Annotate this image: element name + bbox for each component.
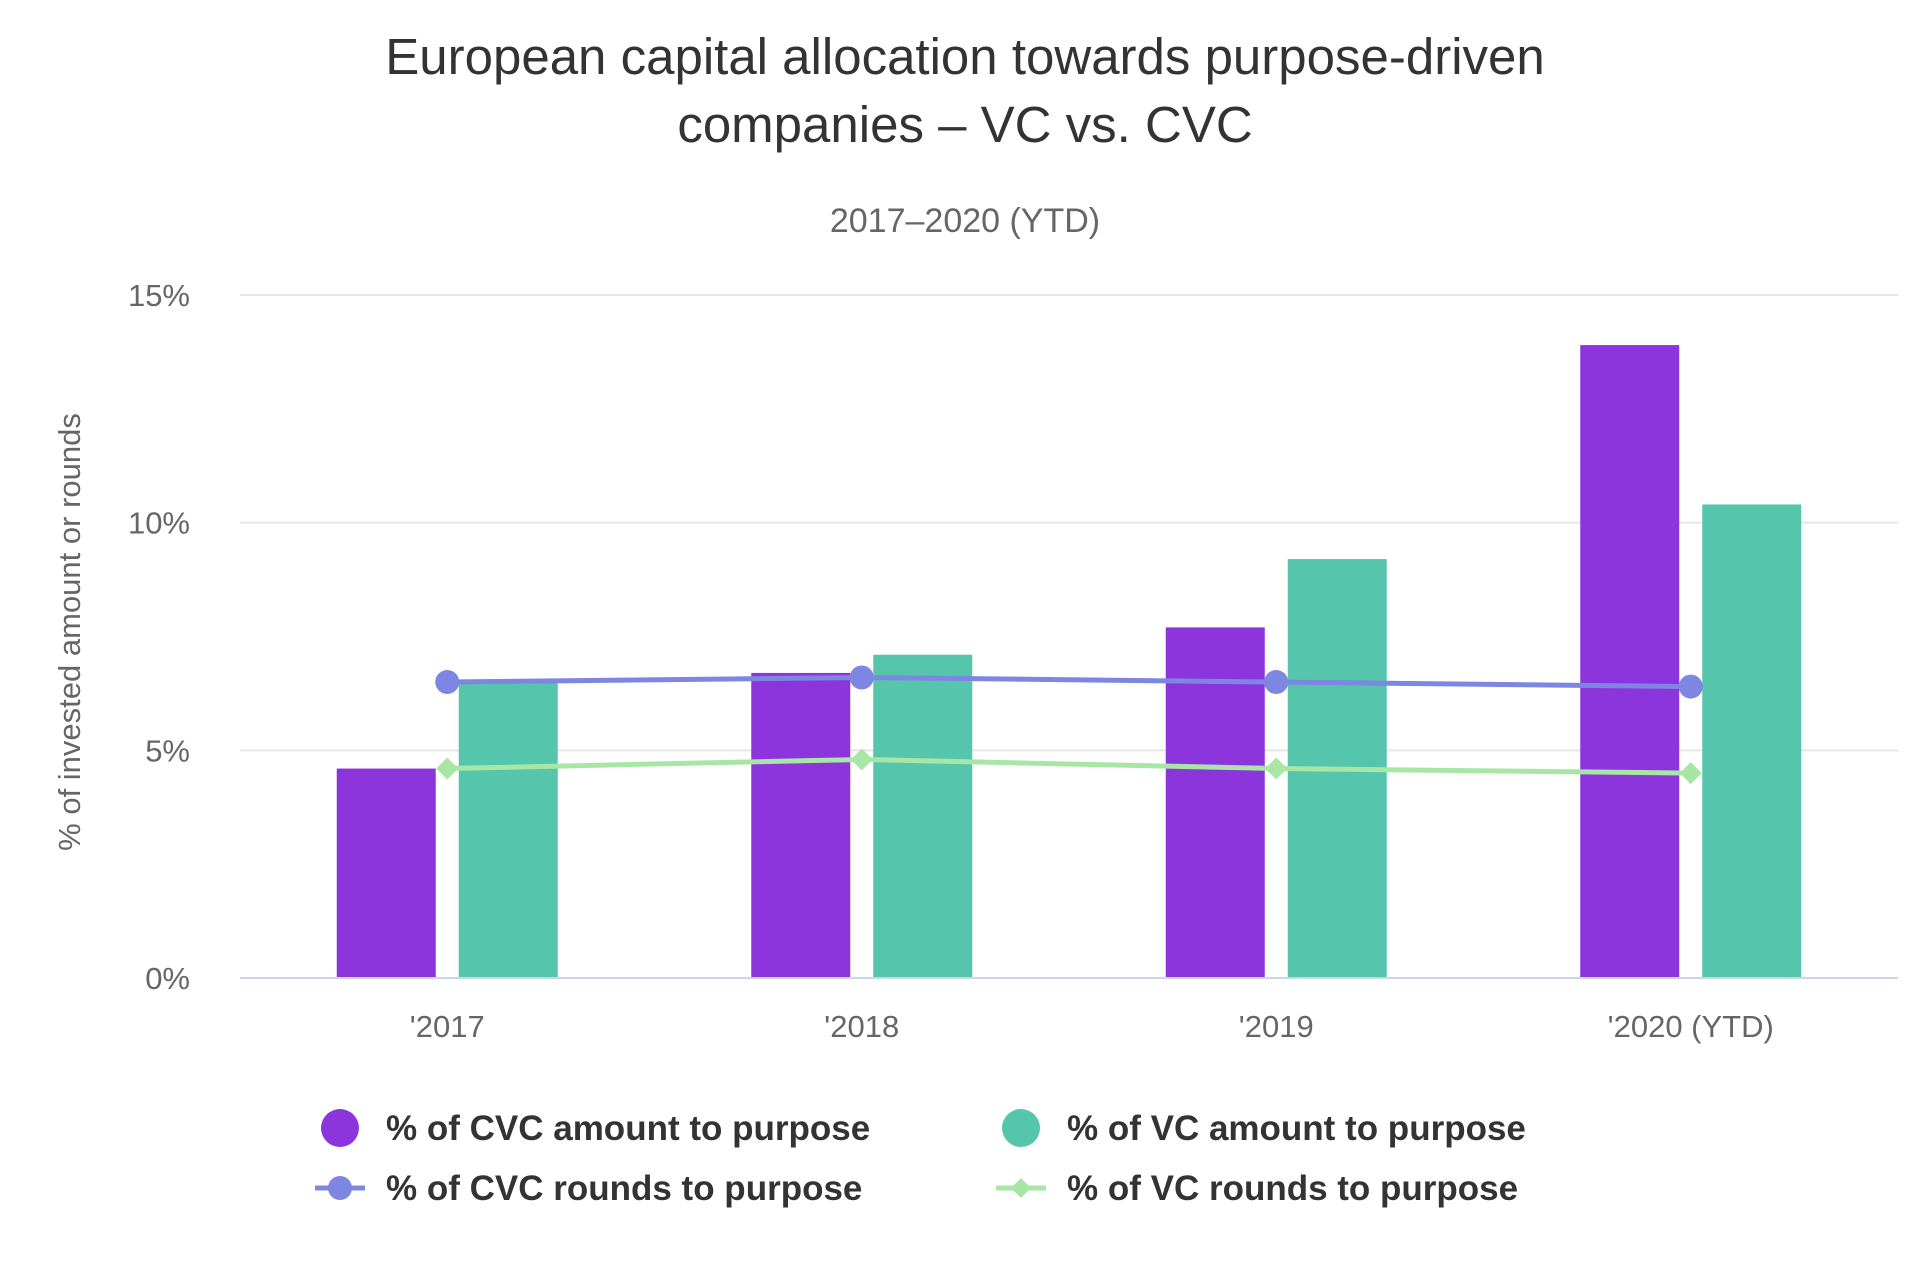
axis-ticks: 0% 5% 10% 15% '2017 '2018 '2019 '2020 (YTD) [128, 278, 1898, 1044]
bar-vc-amount [1702, 504, 1802, 978]
bar-cvc-amount [1165, 627, 1265, 978]
x-tick-label: '2017 [410, 1009, 485, 1044]
bars [336, 345, 1802, 978]
point-cvc-rounds [849, 665, 874, 690]
chart-title-line-2: companies – VC vs. CVC [677, 96, 1252, 153]
x-tick-label: '2018 [824, 1009, 899, 1044]
bar-cvc-amount [1580, 345, 1680, 978]
x-tick-label: '2020 (YTD) [1608, 1009, 1774, 1044]
y-tick-label: 15% [128, 278, 190, 313]
chart-title-line-1: European capital allocation towards purp… [385, 28, 1545, 85]
chart-subtitle: 2017–2020 (YTD) [830, 202, 1100, 240]
y-tick-label: 5% [145, 733, 190, 768]
point-vc-rounds [850, 748, 873, 771]
point-vc-rounds [436, 757, 459, 780]
legend-label: % of CVC amount to purpose [386, 1109, 870, 1148]
bar-cvc-amount [751, 672, 851, 978]
legend-label: % of CVC rounds to purpose [386, 1169, 862, 1208]
bar-vc-amount [873, 654, 973, 978]
series-line-cvc-rounds [447, 674, 1691, 690]
series-line-vc-rounds [447, 756, 1691, 776]
line-series [435, 665, 1703, 785]
x-tick-label: '2019 [1239, 1009, 1314, 1044]
legend-item[interactable]: % of CVC rounds to purpose [315, 1169, 862, 1208]
point-cvc-rounds [1678, 674, 1703, 699]
y-tick-label: 10% [128, 506, 190, 541]
legend-item[interactable]: % of VC rounds to purpose [996, 1169, 1518, 1208]
point-vc-rounds [1265, 757, 1288, 780]
legend-label: % of VC rounds to purpose [1067, 1169, 1518, 1208]
y-tick-label: 0% [145, 961, 190, 996]
legend-item[interactable]: % of VC amount to purpose [1002, 1109, 1526, 1148]
legend: % of CVC amount to purpose % of VC amount… [315, 1109, 1526, 1208]
point-vc-rounds [1679, 762, 1702, 785]
legend-symbol [321, 1109, 359, 1147]
bar-vc-amount [458, 682, 558, 978]
point-cvc-rounds [1264, 670, 1289, 695]
point-cvc-rounds [435, 670, 460, 695]
legend-symbol [1011, 1178, 1031, 1198]
legend-symbol [1002, 1109, 1040, 1147]
legend-label: % of VC amount to purpose [1067, 1109, 1526, 1148]
y-axis-title: % of invested amount or rounds [52, 413, 87, 851]
bar-cvc-amount [336, 768, 436, 978]
legend-symbol [328, 1176, 352, 1200]
legend-item[interactable]: % of CVC amount to purpose [321, 1109, 870, 1148]
